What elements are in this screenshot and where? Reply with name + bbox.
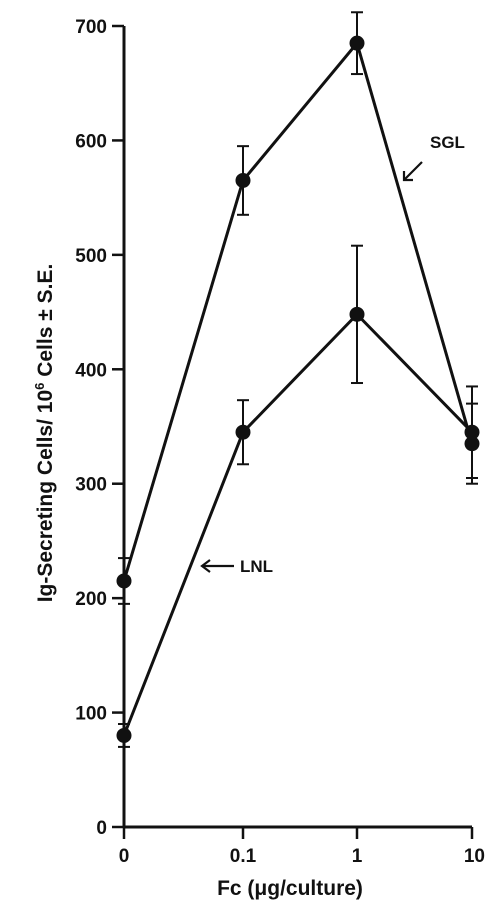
arrow-sgl-head	[402, 171, 413, 182]
x-axis-ticks: 0 0.1 1 10	[119, 827, 485, 867]
y-tick-label: 600	[75, 131, 107, 152]
data-point	[235, 424, 251, 440]
x-axis-title: Fc (μg/culture)	[217, 877, 363, 900]
y-tick-label: 0	[96, 818, 107, 839]
x-tick-label: 0.1	[230, 846, 257, 867]
y-tick-label: 200	[75, 589, 107, 610]
series-line-sgl	[122, 40, 474, 582]
y-tick-label: 700	[75, 17, 107, 38]
arrow-sgl	[403, 161, 423, 181]
series-label-lnl-group: LNL	[200, 557, 273, 576]
series-label-sgl: SGL	[430, 133, 465, 152]
y-tick-label: 500	[75, 246, 107, 267]
data-point	[349, 35, 365, 51]
series-label-sgl-group: SGL	[402, 133, 465, 182]
data-point	[116, 573, 132, 589]
series-label-lnl: LNL	[240, 557, 273, 576]
data-point	[464, 424, 480, 440]
series-line-lnl	[122, 312, 474, 737]
series-layer	[116, 11, 480, 748]
y-axis-title: Ig-Secreting Cells/ 106 Cells ± S.E.	[32, 264, 57, 603]
series-sgl	[116, 11, 480, 605]
x-tick-label: 10	[464, 846, 485, 867]
y-tick-label: 400	[75, 360, 107, 381]
data-point	[116, 727, 132, 743]
data-point	[349, 306, 365, 322]
arrow-lnl-head	[200, 559, 211, 573]
x-tick-label: 1	[352, 846, 363, 867]
series-lnl	[116, 244, 480, 748]
y-tick-label: 300	[75, 475, 107, 496]
y-axis-ticks: 0 100 200 300 400 500 600 700	[75, 17, 124, 839]
data-point	[235, 172, 251, 188]
y-tick-label: 100	[75, 704, 107, 725]
x-tick-label: 0	[119, 846, 130, 867]
